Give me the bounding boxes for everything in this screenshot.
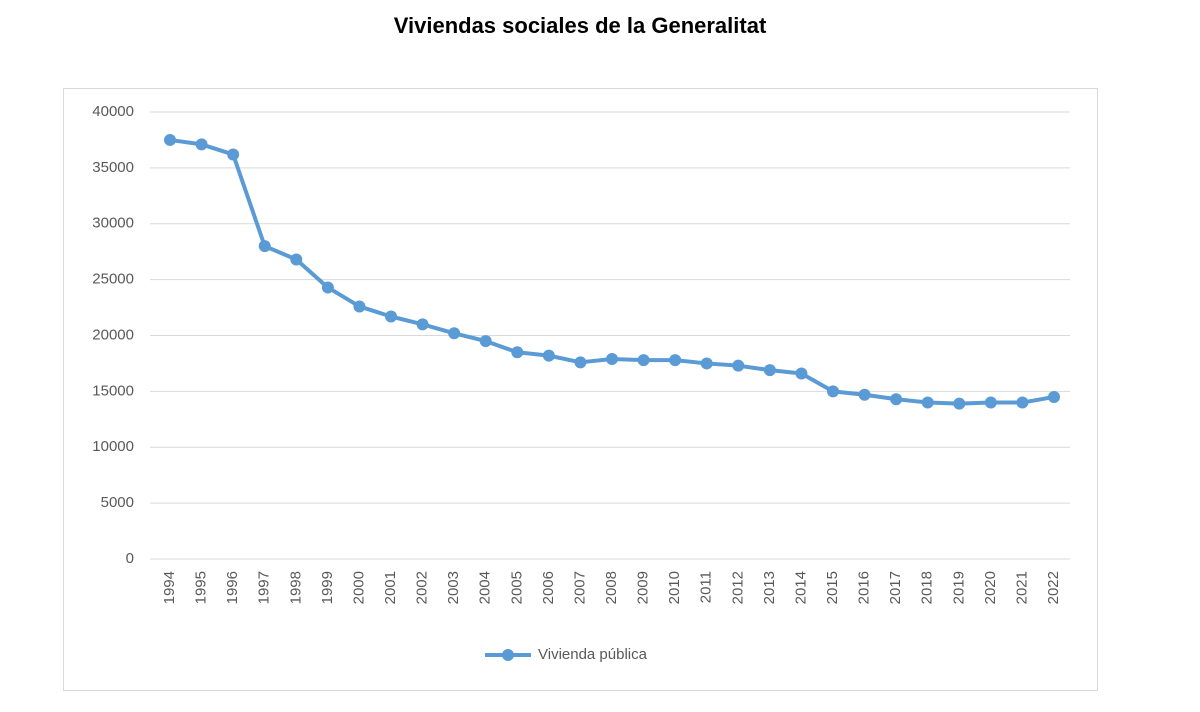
x-tick-label: 2012	[729, 571, 746, 604]
legend-label: Vivienda pública	[538, 646, 648, 663]
x-tick-label: 2019	[950, 571, 967, 604]
x-tick-label: 2005	[508, 571, 525, 604]
y-tick-label: 35000	[92, 159, 134, 176]
data-point	[227, 148, 240, 161]
x-tick-label: 2022	[1045, 571, 1062, 604]
data-point	[195, 138, 208, 151]
data-point	[416, 318, 429, 331]
x-tick-label: 2021	[1013, 571, 1030, 604]
plot-frame	[63, 88, 1098, 691]
data-point	[890, 393, 903, 406]
data-point	[385, 310, 397, 323]
x-tick-label: 2011	[698, 571, 715, 603]
y-tick-label: 25000	[92, 271, 134, 288]
y-tick-label: 0	[126, 550, 134, 567]
x-tick-label: 2018	[919, 571, 936, 604]
data-point	[574, 356, 587, 369]
data-point	[164, 133, 176, 146]
data-point	[511, 346, 524, 359]
data-point	[921, 396, 934, 409]
x-tick-label: 1995	[193, 571, 210, 604]
data-point	[479, 335, 492, 348]
data-point	[858, 388, 871, 401]
data-point	[542, 349, 555, 362]
data-point	[637, 354, 650, 367]
x-tick-label: 2001	[382, 571, 399, 604]
data-point	[827, 385, 839, 398]
x-tick-label: 2006	[540, 571, 557, 604]
x-tick-label: 2014	[792, 571, 809, 604]
data-point	[258, 240, 271, 253]
y-tick-label: 20000	[92, 326, 134, 343]
x-tick-label: 2004	[477, 571, 494, 604]
x-tick-label: 2000	[350, 571, 367, 604]
y-tick-label: 15000	[92, 382, 134, 399]
data-point	[763, 364, 776, 377]
data-point	[700, 357, 713, 370]
data-point	[795, 367, 808, 380]
data-point	[669, 354, 682, 367]
y-tick-label: 40000	[92, 103, 134, 120]
data-point	[353, 300, 366, 313]
y-tick-label: 5000	[101, 494, 134, 511]
x-tick-label: 1994	[161, 571, 178, 604]
data-point	[1016, 396, 1029, 409]
chart-title: Viviendas sociales de la Generalitat	[394, 13, 767, 38]
x-tick-label: 2015	[824, 571, 841, 604]
data-point	[1048, 390, 1060, 403]
x-tick-label: 1999	[319, 571, 336, 604]
x-tick-label: 2017	[887, 571, 904, 604]
x-tick-label: 2013	[761, 571, 778, 604]
data-point	[448, 327, 461, 340]
y-tick-label: 10000	[92, 438, 134, 455]
data-point	[732, 359, 745, 372]
x-tick-label: 2002	[414, 571, 431, 604]
x-tick-label: 2007	[571, 571, 588, 604]
legend-marker	[502, 649, 514, 661]
x-tick-label: 2009	[635, 571, 652, 604]
x-tick-label: 2020	[982, 571, 999, 604]
x-tick-label: 2010	[666, 571, 683, 604]
data-point	[984, 396, 997, 409]
x-tick-label: 1997	[256, 571, 273, 604]
x-tick-label: 2003	[445, 571, 462, 604]
x-tick-label: 1996	[224, 571, 241, 604]
x-tick-label: 2008	[603, 571, 620, 604]
data-point	[321, 281, 334, 294]
data-point	[606, 352, 618, 365]
data-point	[953, 397, 966, 410]
data-point	[290, 253, 303, 266]
x-tick-label: 1998	[287, 571, 304, 604]
y-tick-label: 30000	[92, 215, 134, 232]
x-tick-label: 2016	[856, 571, 873, 604]
